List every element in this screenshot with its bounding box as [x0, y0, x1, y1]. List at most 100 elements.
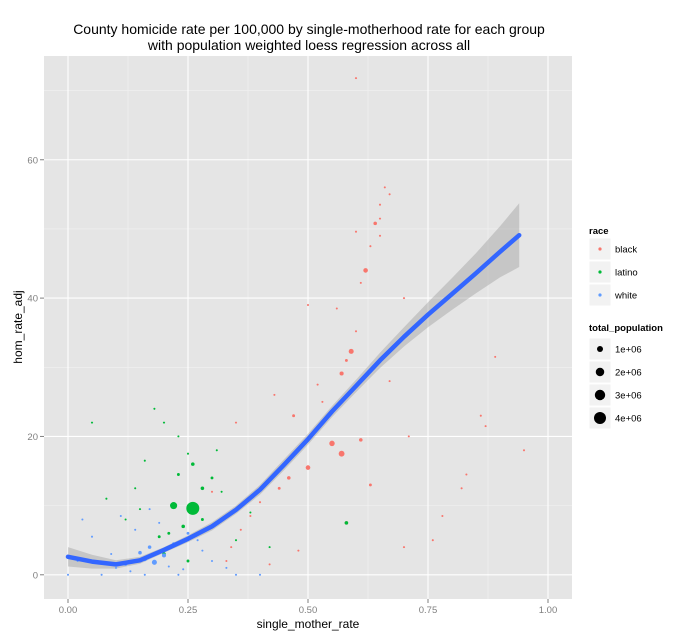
y-tick-label: 40: [27, 294, 38, 305]
point-latino: [268, 546, 271, 549]
point-white: [143, 573, 146, 576]
point-latino: [167, 531, 171, 535]
point-black: [354, 230, 358, 233]
legend-label-white: white: [614, 291, 637, 302]
x-tick-label: 0.00: [59, 605, 78, 616]
point-latino: [200, 486, 205, 491]
legend-size-key: [594, 412, 606, 424]
point-black: [484, 425, 487, 428]
legend-size-key: [595, 367, 605, 377]
y-tick-label: 20: [27, 432, 38, 443]
point-black: [383, 186, 386, 189]
point-latino: [162, 421, 166, 424]
legend-size-keys: 1e+06 2e+06 3e+06 4e+06: [588, 337, 642, 430]
legend-label-black: black: [615, 245, 637, 256]
legend-key-latino: [598, 270, 602, 274]
data-points: [66, 77, 526, 576]
point-latino: [105, 497, 108, 500]
point-latino: [344, 521, 349, 525]
point-black: [339, 371, 344, 376]
point-latino: [157, 535, 161, 539]
legend-key-black: [598, 247, 602, 251]
loess-line-group: [65, 232, 522, 567]
point-latino: [134, 487, 137, 490]
point-latino: [186, 452, 190, 455]
point-latino: [124, 518, 127, 521]
point-black: [230, 546, 233, 549]
y-axis-title: hom_rate_adj: [11, 290, 25, 363]
point-white: [158, 521, 161, 524]
point-black: [369, 245, 372, 248]
point-white: [225, 566, 228, 569]
legend-population: total_population 1e+06 2e+06 3e+06 4e+06: [588, 323, 663, 430]
legend-size-key: [594, 389, 606, 401]
point-black: [348, 348, 354, 354]
point-black: [306, 303, 310, 307]
point-black: [338, 450, 345, 457]
legend-key-white: [598, 293, 602, 297]
point-black: [465, 473, 468, 476]
legend-race: race black latino white: [588, 226, 638, 307]
x-tick-label: 0.75: [419, 605, 438, 616]
loess-line: [65, 232, 522, 567]
chart-title-line-1: County homicide rate per 100,000 by sing…: [73, 21, 545, 37]
point-white: [134, 528, 137, 531]
point-black: [354, 330, 358, 333]
point-white: [148, 508, 151, 511]
point-white: [234, 573, 238, 576]
y-tick-label: 0: [33, 570, 38, 581]
point-white: [129, 570, 132, 573]
point-black: [378, 217, 382, 220]
point-black: [249, 514, 252, 518]
point-latino: [220, 490, 223, 493]
point-latino: [210, 476, 214, 480]
point-black: [522, 449, 526, 452]
point-black: [402, 297, 406, 300]
point-white: [90, 535, 94, 538]
point-white: [119, 514, 122, 518]
point-black: [273, 393, 276, 396]
point-black: [373, 221, 377, 226]
point-latino: [215, 449, 218, 452]
point-white: [114, 566, 118, 569]
point-black: [234, 421, 238, 424]
point-black: [297, 549, 300, 552]
point-white: [182, 568, 185, 571]
point-latino: [186, 559, 190, 563]
point-black: [388, 193, 391, 196]
point-black: [268, 563, 271, 566]
legend-race-title: race: [589, 226, 609, 237]
point-latino: [186, 501, 200, 515]
point-latino: [234, 539, 238, 542]
legend-size-label: 3e+06: [615, 391, 642, 402]
point-white: [196, 539, 199, 542]
legend-size-label: 4e+06: [615, 414, 642, 425]
point-black: [359, 438, 363, 442]
point-white: [66, 573, 70, 576]
point-black: [225, 559, 228, 563]
point-white: [186, 531, 190, 535]
legend-size-label: 2e+06: [615, 368, 642, 379]
point-black: [378, 234, 382, 237]
point-white: [110, 552, 113, 556]
point-latino: [143, 459, 146, 462]
point-latino: [191, 462, 195, 466]
legend-label-latino: latino: [615, 268, 638, 279]
point-white: [147, 545, 152, 549]
y-axis: 0 20 40 60: [27, 155, 44, 581]
point-black: [441, 514, 444, 518]
point-black: [431, 539, 434, 542]
legend-size-label: 1e+06: [615, 345, 642, 356]
point-white: [161, 553, 167, 558]
point-black: [277, 486, 281, 490]
point-black: [239, 528, 242, 531]
x-tick-label: 0.50: [299, 605, 318, 616]
point-black: [494, 355, 497, 358]
point-black: [402, 546, 406, 549]
x-axis-title: single_mother_rate: [257, 617, 360, 631]
point-black: [354, 77, 358, 80]
point-white: [151, 559, 157, 565]
point-black: [479, 414, 482, 417]
legend-population-title: total_population: [589, 323, 663, 334]
point-black: [460, 487, 463, 490]
